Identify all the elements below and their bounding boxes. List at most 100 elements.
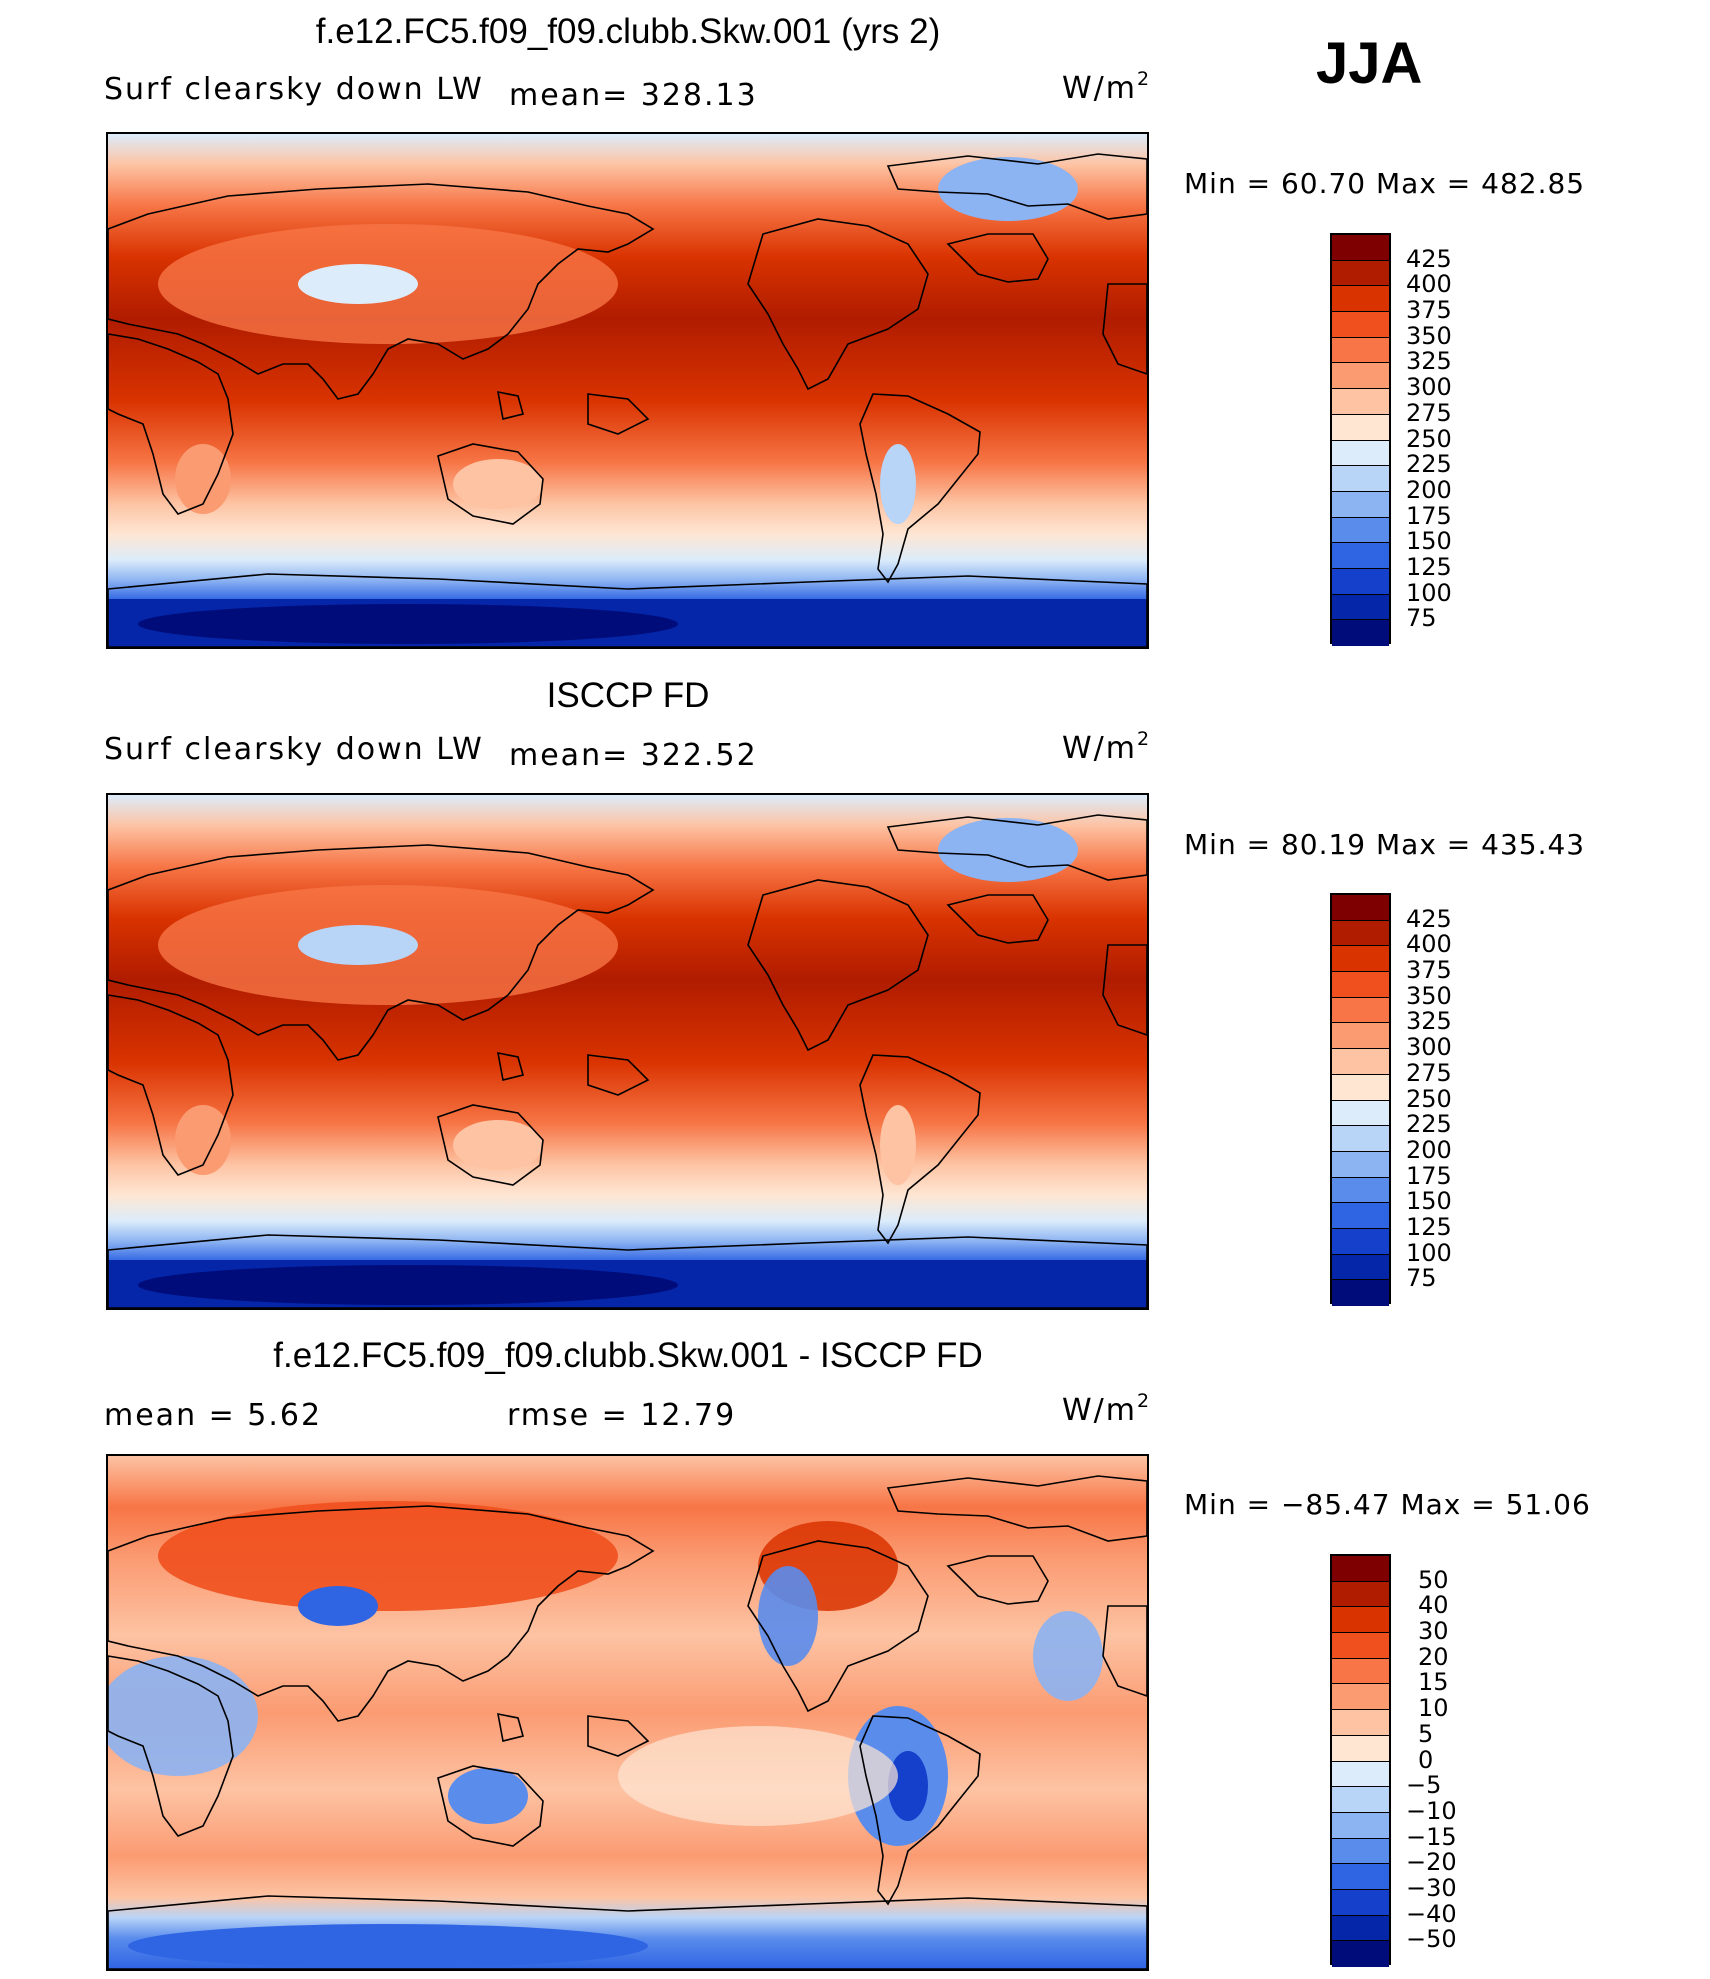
panel-1-min-max: Min = 60.70 Max = 482.85	[1184, 167, 1586, 200]
colorbar-tick-label: 200	[1406, 1135, 1452, 1164]
colorbar-tick-label: −50	[1406, 1925, 1457, 1954]
colorbar-swatch	[1332, 440, 1389, 467]
colorbar-swatch	[1332, 1761, 1389, 1788]
colorbar-swatch	[1332, 466, 1389, 492]
panel-3-min-max: Min = −85.47 Max = 51.06	[1184, 1488, 1591, 1521]
colorbar-tick-label: 20	[1418, 1642, 1449, 1671]
colorbar-swatch	[1332, 1280, 1389, 1306]
panel-1-title: f.e12.FC5.f09_f09.clubb.Skw.001 (yrs 2)	[315, 12, 941, 51]
colorbar-tick-label: 125	[1406, 552, 1452, 581]
colorbar-tick-label: 275	[1406, 398, 1452, 427]
panel-2-variable: Surf clearsky down LW	[104, 732, 484, 767]
colorbar-swatch	[1332, 1838, 1389, 1865]
panel-1-colorbar	[1330, 233, 1391, 646]
panel-2-mean: mean= 322.52	[509, 738, 758, 773]
colorbar-tick-label: 225	[1406, 450, 1452, 479]
colorbar-swatch	[1332, 1889, 1389, 1916]
colorbar-tick-label: 325	[1406, 1007, 1452, 1036]
colorbar-tick-label: 250	[1406, 424, 1452, 453]
colorbar-swatch	[1332, 1812, 1389, 1839]
colorbar-tick-label: 225	[1406, 1110, 1452, 1139]
panel-1-mean: mean= 328.13	[509, 78, 758, 113]
colorbar-swatch	[1332, 235, 1389, 261]
panel-3-map-svg	[108, 1456, 1147, 1969]
colorbar-swatch	[1332, 260, 1389, 287]
panel-3-rmse: rmse = 12.79	[507, 1398, 737, 1433]
colorbar-swatch	[1332, 1049, 1389, 1075]
colorbar-swatch	[1332, 1023, 1389, 1050]
colorbar-swatch	[1332, 972, 1389, 998]
colorbar-tick-label: 425	[1406, 904, 1452, 933]
colorbar-tick-label: −40	[1406, 1899, 1457, 1928]
panel-1-map-svg	[108, 134, 1147, 647]
colorbar-tick-label: 0	[1418, 1745, 1434, 1774]
colorbar-tick-label: 375	[1406, 956, 1452, 985]
colorbar-tick-label: 400	[1406, 930, 1452, 959]
colorbar-swatch	[1332, 1228, 1389, 1255]
colorbar-tick-label: 175	[1406, 501, 1452, 530]
panel-2-units: W/m2	[1062, 728, 1150, 766]
colorbar-swatch	[1332, 946, 1389, 973]
colorbar-tick-label: 200	[1406, 475, 1452, 504]
colorbar-swatch	[1332, 337, 1389, 364]
colorbar-swatch	[1332, 1684, 1389, 1711]
colorbar-tick-label: 75	[1406, 604, 1437, 633]
colorbar-swatch	[1332, 568, 1389, 595]
panel-3-colorbar	[1330, 1554, 1391, 1967]
colorbar-swatch	[1332, 1203, 1389, 1229]
panel-2-min-max: Min = 80.19 Max = 435.43	[1184, 828, 1586, 861]
colorbar-swatch	[1332, 1735, 1389, 1762]
colorbar-swatch	[1332, 1941, 1389, 1967]
colorbar-swatch	[1332, 1915, 1389, 1942]
colorbar-swatch	[1332, 1074, 1389, 1101]
colorbar-swatch	[1332, 1151, 1389, 1178]
colorbar-tick-label: 75	[1406, 1264, 1437, 1293]
colorbar-swatch	[1332, 1787, 1389, 1813]
colorbar-tick-label: −5	[1406, 1771, 1442, 1800]
colorbar-tick-label: 50	[1418, 1565, 1449, 1594]
colorbar-tick-label: 375	[1406, 296, 1452, 325]
panel-3-mean: mean = 5.62	[104, 1398, 323, 1433]
panel-2-title: ISCCP FD	[546, 676, 710, 715]
colorbar-swatch	[1332, 1710, 1389, 1736]
colorbar-tick-label: −10	[1406, 1796, 1457, 1825]
colorbar-swatch	[1332, 997, 1389, 1024]
colorbar-tick-label: 275	[1406, 1058, 1452, 1087]
colorbar-tick-label: 125	[1406, 1212, 1452, 1241]
colorbar-tick-label: 300	[1406, 1033, 1452, 1062]
colorbar-tick-label: −20	[1406, 1848, 1457, 1877]
colorbar-swatch	[1332, 414, 1389, 441]
colorbar-tick-label: −30	[1406, 1873, 1457, 1902]
panel-3-title: f.e12.FC5.f09_f09.clubb.Skw.001 - ISCCP …	[273, 1336, 983, 1375]
colorbar-tick-label: 300	[1406, 373, 1452, 402]
panel-3-units: W/m2	[1062, 1390, 1150, 1428]
panel-2-map-svg	[108, 795, 1147, 1308]
colorbar-tick-label: 100	[1406, 578, 1452, 607]
colorbar-swatch	[1332, 1633, 1389, 1659]
colorbar-tick-label: 150	[1406, 1187, 1452, 1216]
panel-1-map	[106, 132, 1149, 649]
colorbar-swatch	[1332, 286, 1389, 313]
colorbar-swatch	[1332, 389, 1389, 415]
colorbar-swatch	[1332, 1581, 1389, 1608]
colorbar-tick-label: 250	[1406, 1084, 1452, 1113]
colorbar-swatch	[1332, 1607, 1389, 1634]
colorbar-tick-label: 325	[1406, 347, 1452, 376]
colorbar-swatch	[1332, 543, 1389, 569]
colorbar-tick-label: 40	[1418, 1591, 1449, 1620]
colorbar-tick-label: 100	[1406, 1238, 1452, 1267]
colorbar-tick-label: 30	[1418, 1617, 1449, 1646]
colorbar-tick-label: 15	[1418, 1668, 1449, 1697]
colorbar-tick-label: 150	[1406, 527, 1452, 556]
colorbar-tick-label: 425	[1406, 244, 1452, 273]
colorbar-swatch	[1332, 1254, 1389, 1281]
colorbar-tick-label: −15	[1406, 1822, 1457, 1851]
colorbar-tick-label: 10	[1418, 1694, 1449, 1723]
colorbar-swatch	[1332, 1658, 1389, 1685]
colorbar-swatch	[1332, 517, 1389, 544]
colorbar-swatch	[1332, 312, 1389, 338]
colorbar-tick-label: 175	[1406, 1161, 1452, 1190]
colorbar-tick-label: 350	[1406, 321, 1452, 350]
panel-1-variable: Surf clearsky down LW	[104, 72, 484, 107]
colorbar-swatch	[1332, 620, 1389, 646]
